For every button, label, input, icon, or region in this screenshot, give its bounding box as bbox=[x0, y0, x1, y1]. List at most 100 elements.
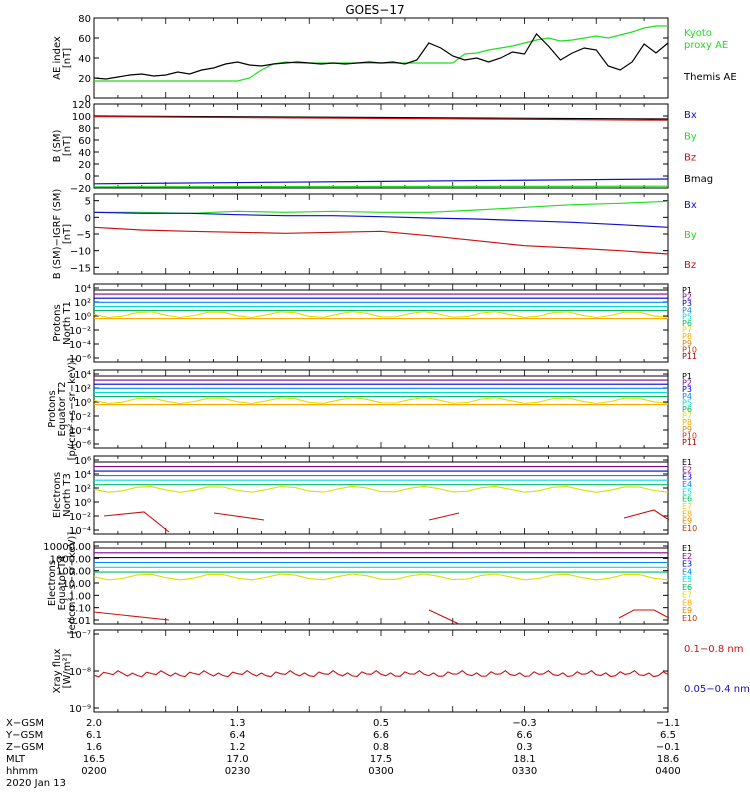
band-label: P10 bbox=[682, 431, 697, 440]
band-line-E7 bbox=[93, 485, 669, 493]
legend-label: 0.1−0.8 nm bbox=[684, 644, 743, 655]
band-label: P1 bbox=[682, 286, 692, 295]
band-label: P3 bbox=[682, 385, 692, 394]
y-tick-label: 20 bbox=[78, 160, 91, 171]
x-axis-value: 6.1 bbox=[86, 730, 102, 741]
band-label: E3 bbox=[682, 473, 692, 482]
y-axis-label: [nT] bbox=[62, 136, 73, 156]
e9-segment bbox=[623, 509, 670, 521]
y-tick-label: 10⁻² bbox=[69, 512, 91, 523]
y-tick-label: 40 bbox=[78, 54, 91, 65]
x-axis-value: −0.3 bbox=[512, 718, 536, 729]
y-tick-label: 20 bbox=[78, 74, 91, 85]
y-tick-label: 10⁻⁷ bbox=[69, 630, 91, 641]
band-label: P4 bbox=[682, 392, 692, 401]
x-axis-row-label: MLT bbox=[6, 754, 26, 765]
x-axis-value: 0.5 bbox=[373, 718, 389, 729]
legend-label: Bmag bbox=[684, 174, 713, 185]
electrons-north-t3: Electrons North T310⁶10⁴10²10⁰10⁻²10⁻⁴E1E… bbox=[52, 455, 697, 537]
series-line-kyoto-proxy-ae bbox=[381, 25, 668, 64]
y-tick-label: 10⁻² bbox=[69, 326, 91, 337]
x-axis-value: 0230 bbox=[225, 766, 250, 777]
x-axis-value: 1.3 bbox=[230, 718, 246, 729]
x-axis-row-label: X−GSM bbox=[6, 718, 44, 729]
x-axis-value: 0200 bbox=[81, 766, 106, 777]
y-axis-label: [nT] bbox=[62, 48, 73, 68]
x-axis-row-label: Y−GSM bbox=[5, 730, 43, 741]
band-label: E8 bbox=[682, 509, 692, 518]
panel-frame bbox=[93, 369, 669, 449]
e10-segment bbox=[618, 609, 670, 619]
y-axis-label: Protons bbox=[47, 390, 58, 427]
y-tick-label: 100.00 bbox=[56, 567, 91, 578]
e10-segment bbox=[93, 611, 170, 621]
band-label: E4 bbox=[682, 567, 692, 576]
legend-label: By bbox=[684, 230, 697, 241]
y-axis-label: B (SM) bbox=[52, 129, 63, 162]
series-line-kyoto-proxy-ae bbox=[94, 61, 381, 82]
legend-label: By bbox=[684, 131, 697, 142]
y-axis-label: [nT] bbox=[62, 224, 73, 244]
band-label: P6 bbox=[682, 319, 692, 328]
y-tick-label: 5 bbox=[85, 197, 91, 208]
band-label: P9 bbox=[682, 425, 692, 434]
y-axis-label: Electrons bbox=[47, 560, 58, 606]
y-tick-label: 10.00 bbox=[62, 579, 91, 590]
e9-segment bbox=[103, 511, 170, 533]
y-tick-label: −10 bbox=[70, 247, 91, 258]
y-tick-label: 10⁰ bbox=[74, 312, 91, 323]
band-label: P2 bbox=[682, 293, 692, 302]
y-tick-label: 10⁻⁴ bbox=[69, 526, 91, 537]
band-label: P5 bbox=[682, 312, 692, 321]
legend-label: Bz bbox=[684, 153, 696, 164]
band-label: P5 bbox=[682, 398, 692, 407]
legend-label: Kyoto bbox=[684, 28, 712, 39]
y-tick-label: −20 bbox=[70, 184, 91, 195]
band-label: E9 bbox=[682, 517, 692, 526]
x-axis-value: 6.5 bbox=[660, 730, 676, 741]
x-axis-row-label: Z−GSM bbox=[6, 742, 44, 753]
x-axis-row-label: 2020 Jan 13 bbox=[6, 778, 66, 789]
y-tick-label: 10⁻⁶ bbox=[69, 440, 91, 451]
x-axis-value: 0.3 bbox=[517, 742, 533, 753]
chart-title: GOES−17 bbox=[345, 3, 404, 17]
band-label: P11 bbox=[682, 352, 697, 361]
band-label: E6 bbox=[682, 583, 692, 592]
y-tick-label: 0 bbox=[85, 213, 91, 224]
y-tick-label: 40 bbox=[78, 148, 91, 159]
x-axis-value: 0330 bbox=[512, 766, 537, 777]
y-tick-label: 1.00 bbox=[69, 591, 91, 602]
y-tick-label: 10⁻² bbox=[69, 412, 91, 423]
band-label: P3 bbox=[682, 299, 692, 308]
series-line-bx bbox=[93, 178, 669, 185]
series-line-by bbox=[94, 200, 669, 214]
y-axis-label: [e/(cm²−s−sr−keV)] bbox=[67, 532, 78, 635]
series-line-by bbox=[93, 185, 669, 188]
y-tick-label: 0.10 bbox=[69, 604, 91, 615]
band-label: E10 bbox=[682, 524, 697, 533]
panel-frame bbox=[93, 193, 669, 275]
x-axis-value: 16.5 bbox=[83, 754, 105, 765]
y-tick-label: 10² bbox=[74, 298, 91, 309]
band-label: P4 bbox=[682, 306, 692, 315]
y-tick-label: 80 bbox=[78, 14, 91, 25]
panel-frame bbox=[93, 283, 669, 363]
y-tick-label: 10² bbox=[74, 384, 91, 395]
y-tick-label: 10⁻⁴ bbox=[69, 426, 91, 437]
y-tick-label: 120 bbox=[72, 100, 91, 111]
y-tick-label: 0 bbox=[85, 94, 91, 105]
y-tick-label: 10⁻⁶ bbox=[69, 354, 91, 365]
y-tick-label: 60 bbox=[78, 34, 91, 45]
legend-label: proxy AE bbox=[684, 40, 728, 51]
band-label: E1 bbox=[682, 544, 692, 553]
band-label: E9 bbox=[682, 606, 692, 615]
protons-equator-t2: Protons Equator T2 [p/(cm²−s−sr−keV)]10⁴ 10… bbox=[47, 358, 697, 461]
y-tick-label: 10² bbox=[74, 484, 91, 495]
band-label: E5 bbox=[682, 575, 692, 584]
y-axis-label: Xray flux bbox=[52, 649, 63, 694]
y-tick-label: 10⁻⁹ bbox=[69, 704, 91, 715]
panel-frame bbox=[93, 541, 669, 625]
